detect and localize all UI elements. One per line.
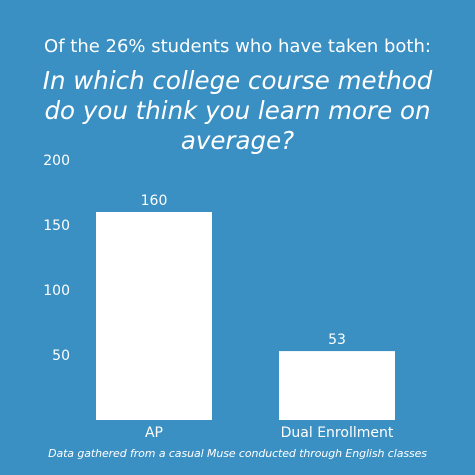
bar-dual-enrollment bbox=[279, 351, 395, 420]
x-tick-label: Dual Enrollment bbox=[281, 425, 394, 441]
data-label: 53 bbox=[328, 332, 346, 348]
chart-title-line-3: average? bbox=[180, 126, 295, 155]
bars bbox=[96, 212, 395, 420]
chart-subtitle: Of the 26% students who have taken both: bbox=[44, 36, 431, 57]
y-tick-label: 150 bbox=[43, 218, 70, 234]
chart-title: In which college course method do you th… bbox=[0, 66, 475, 156]
x-axis-labels: AP Dual Enrollment bbox=[145, 425, 394, 441]
y-axis-ticks: 50 100 150 200 bbox=[43, 153, 70, 364]
x-tick-label: AP bbox=[145, 425, 163, 441]
y-tick-label: 200 bbox=[43, 153, 70, 169]
bar-ap bbox=[96, 212, 212, 420]
y-tick-label: 100 bbox=[43, 283, 70, 299]
chart-title-line-1: In which college course method bbox=[42, 66, 433, 95]
source-footnote: Data gathered from a casual Muse conduct… bbox=[48, 447, 427, 460]
y-tick-label: 50 bbox=[52, 348, 70, 364]
data-label: 160 bbox=[141, 193, 168, 209]
data-labels: 160 53 bbox=[141, 193, 346, 348]
chart-title-line-2: do you think you learn more on bbox=[44, 96, 431, 125]
